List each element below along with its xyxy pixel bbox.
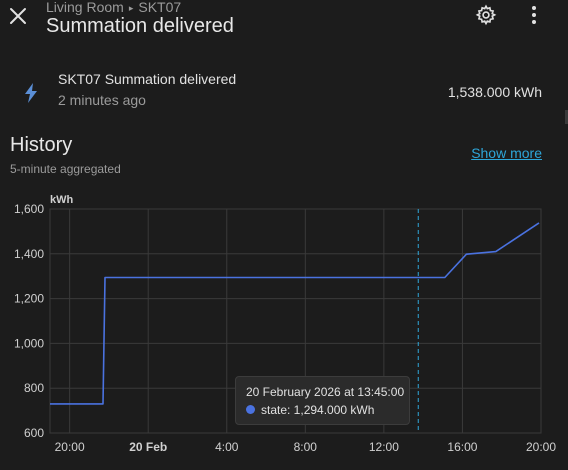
x-tick-label: 4:00 xyxy=(215,440,239,454)
x-tick-label: 20 Feb xyxy=(129,440,167,454)
lightning-icon xyxy=(22,81,40,105)
entity-state: 1,538.000 kWh xyxy=(447,84,542,100)
close-icon xyxy=(10,8,26,24)
y-tick-label: 600 xyxy=(24,426,44,440)
breadcrumb-device[interactable]: SKT07 xyxy=(138,0,182,15)
breadcrumb: Living Room ▸ SKT07 xyxy=(46,0,181,15)
entity-last-changed: 2 minutes ago xyxy=(58,92,146,108)
series-line-state xyxy=(50,222,540,405)
entity-name: SKT07 Summation delivered xyxy=(58,71,237,87)
history-chart[interactable]: 600 800 1,000 1,200 1,400 1,600 20:00 20 Feb 4:0… xyxy=(0,188,568,470)
x-tick-label: 16:00 xyxy=(447,440,477,454)
y-tick-label: 1,000 xyxy=(14,336,44,350)
y-tick-label: 1,600 xyxy=(14,202,44,216)
x-tick-label: 20:00 xyxy=(55,440,85,454)
settings-button[interactable] xyxy=(475,4,497,26)
dots-vertical-icon xyxy=(532,6,536,24)
history-title: History xyxy=(10,134,73,156)
tooltip-row: state: 1,294.000 kWh xyxy=(246,403,374,417)
more-options-button[interactable] xyxy=(524,4,544,26)
close-button[interactable] xyxy=(6,4,30,28)
breadcrumb-area[interactable]: Living Room xyxy=(46,0,124,15)
show-more-link[interactable]: Show more xyxy=(471,145,542,161)
gear-icon xyxy=(475,4,497,26)
breadcrumb-separator-icon: ▸ xyxy=(128,3,134,13)
series-dot-icon xyxy=(246,405,255,414)
x-tick-label: 20:00 xyxy=(526,440,556,454)
chart-tooltip: 20 February 2026 at 13:45:00 state: 1,29… xyxy=(235,376,410,425)
page-title: Summation delivered xyxy=(46,15,234,37)
x-tick-label: 8:00 xyxy=(294,440,318,454)
y-axis-unit-label: kWh xyxy=(50,194,74,206)
y-tick-label: 800 xyxy=(24,381,44,395)
history-subtitle: 5-minute aggregated xyxy=(10,162,121,176)
scrollbar[interactable] xyxy=(565,110,568,124)
tooltip-title: 20 February 2026 at 13:45:00 xyxy=(246,385,405,399)
y-tick-label: 1,400 xyxy=(14,247,44,261)
tooltip-value: state: 1,294.000 kWh xyxy=(261,403,375,417)
x-tick-label: 12:00 xyxy=(369,440,399,454)
y-tick-label: 1,200 xyxy=(14,292,44,306)
